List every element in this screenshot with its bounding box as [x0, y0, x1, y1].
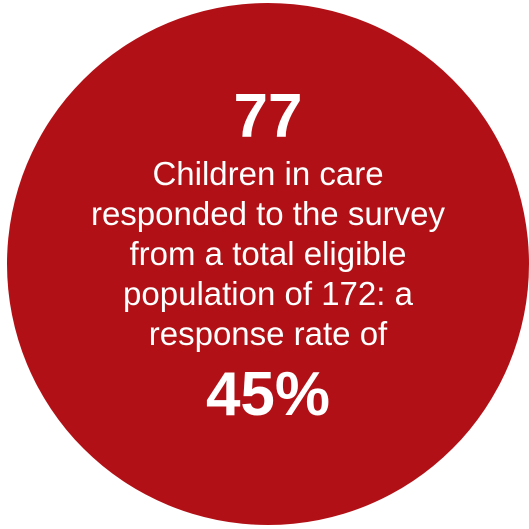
infographic-content: 77 Children in care responded to the sur… [7, 3, 529, 525]
response-rate: 45% [205, 360, 331, 429]
red-circle [7, 3, 529, 525]
respondent-count: 77 [233, 82, 303, 151]
survey-description: Children in care responded to the survey… [90, 155, 446, 352]
